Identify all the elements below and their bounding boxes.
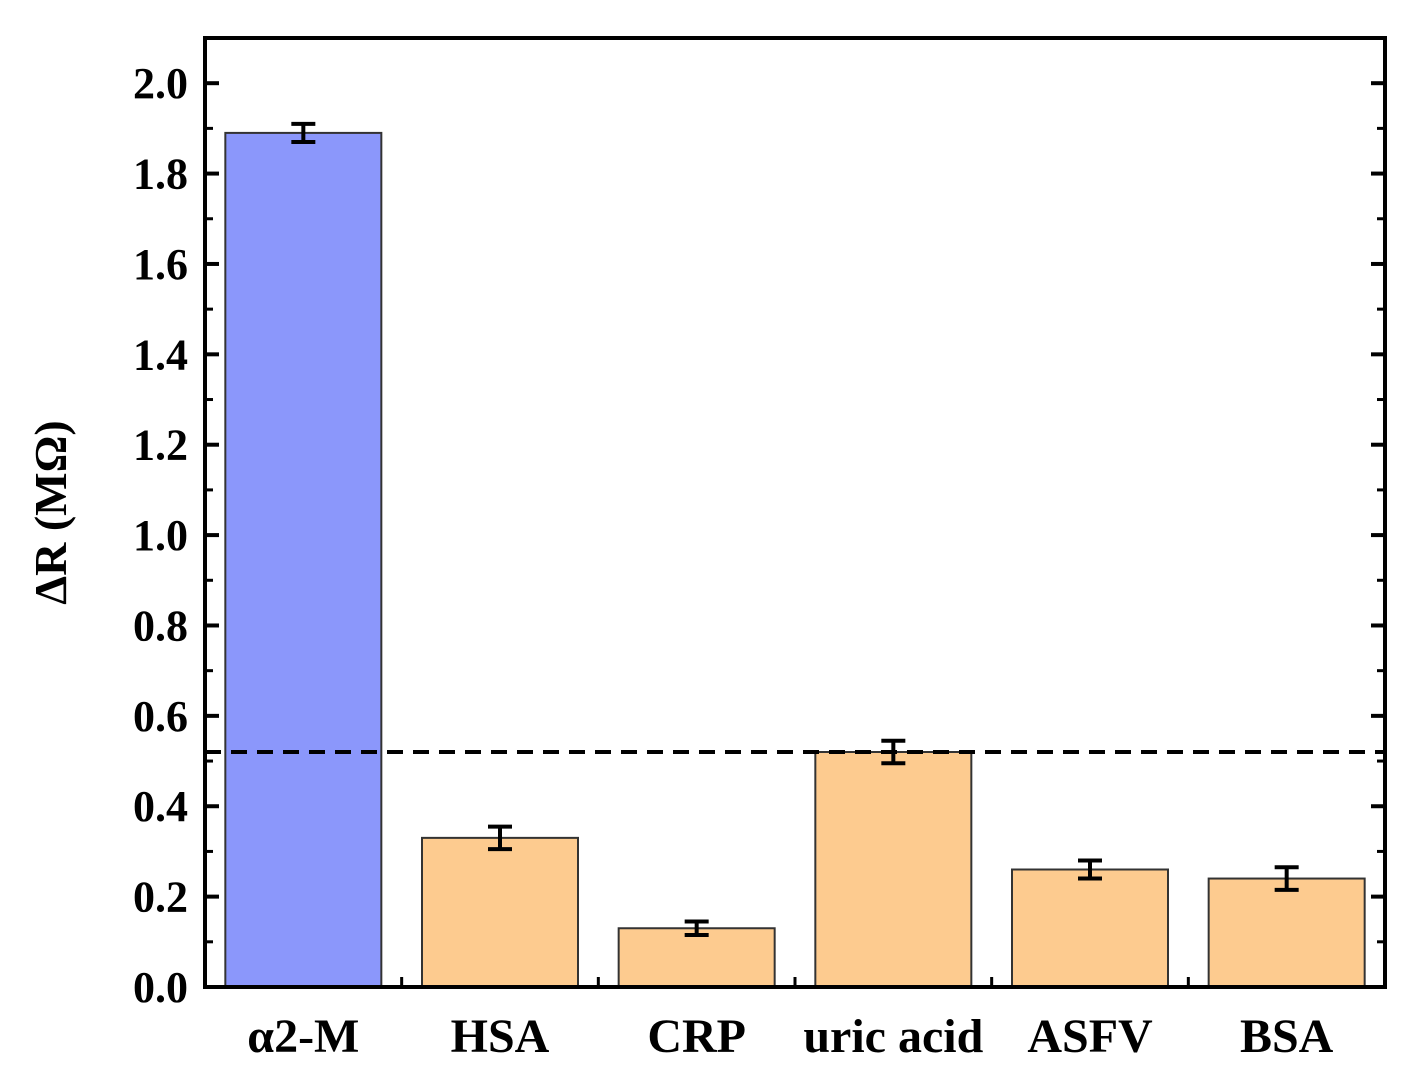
y-tick-label: 0.6 bbox=[133, 692, 188, 741]
y-axis-title: ΔR (MΩ) bbox=[25, 420, 76, 604]
x-tick-label: CRP bbox=[647, 1010, 746, 1063]
x-tick-label: HSA bbox=[451, 1010, 550, 1063]
bar bbox=[1011, 868, 1169, 988]
error-bars-layer bbox=[291, 121, 1299, 938]
bar bbox=[421, 836, 579, 988]
bar bbox=[617, 927, 776, 988]
x-axis-ticks: α2-M HSA CRP uric acid ASFV BSA bbox=[247, 977, 1334, 1063]
y-tick-label: 1.8 bbox=[133, 150, 188, 199]
bar bbox=[1207, 877, 1366, 988]
x-tick-label: uric acid bbox=[803, 1010, 983, 1063]
y-tick-label: 0.8 bbox=[133, 601, 188, 650]
y-tick-label: 1.4 bbox=[133, 330, 188, 379]
y-tick-label: 2.0 bbox=[133, 59, 188, 108]
y-tick-label: 0.0 bbox=[133, 963, 188, 1012]
y-tick-label: 0.4 bbox=[133, 782, 188, 831]
x-tick-label: BSA bbox=[1240, 1010, 1334, 1063]
bar bbox=[814, 751, 973, 988]
y-tick-label: 1.2 bbox=[133, 421, 188, 470]
bar bbox=[224, 131, 383, 988]
x-tick-label: α2-M bbox=[247, 1010, 359, 1063]
y-axis-ticks: 0.0 0.2 0.4 0.6 0.8 1.0 1.2 1.4 1.6 1.8 2.0 bbox=[133, 59, 1385, 1012]
y-tick-label: 0.2 bbox=[133, 873, 188, 922]
y-tick-label: 1.0 bbox=[133, 511, 188, 560]
y-tick-label: 1.6 bbox=[133, 240, 188, 289]
x-tick-label: ASFV bbox=[1027, 1010, 1153, 1063]
bars-layer bbox=[224, 131, 1366, 988]
